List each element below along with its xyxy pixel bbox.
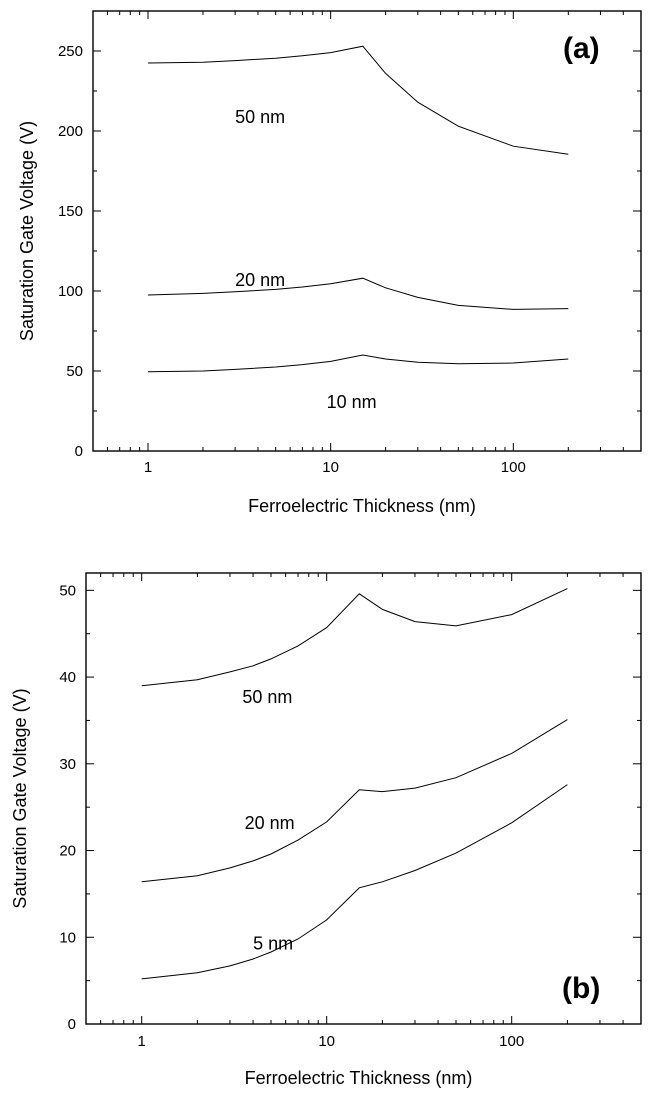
y-tick-label: 150 bbox=[58, 203, 83, 220]
y-tick-label: 10 bbox=[59, 929, 76, 946]
chart-panel-b: 1 10 100 0 10 20 30 40 50 Ferroelectric Thickness… bbox=[10, 572, 642, 1088]
y-axis-title: Saturation Gate Voltage (V) bbox=[10, 688, 30, 908]
y-tick-label: 20 bbox=[59, 843, 76, 860]
x-tick-label: 100 bbox=[501, 459, 526, 476]
series-line-5-nm bbox=[141, 784, 568, 980]
plot-frame bbox=[92, 10, 642, 452]
x-axis-title: Ferroelectric Thickness (nm) bbox=[248, 496, 476, 516]
series-label: 20 nm bbox=[245, 813, 295, 833]
series-line-20-nm bbox=[141, 719, 568, 883]
y-tick-label: 250 bbox=[58, 43, 83, 60]
y-tick-label: 50 bbox=[59, 582, 76, 599]
x-tick-label: 10 bbox=[318, 1033, 335, 1050]
x-tick-label: 100 bbox=[499, 1033, 524, 1050]
plot-frame bbox=[85, 572, 642, 1025]
y-tick-label: 0 bbox=[75, 443, 83, 460]
x-tick-label: 10 bbox=[322, 459, 339, 476]
series-label: 50 nm bbox=[235, 107, 285, 127]
x-axis-title: Ferroelectric Thickness (nm) bbox=[245, 1068, 473, 1088]
chart-panel-a: 1 10 100 0 50 100 150 200 250 Ferroelectric Thick… bbox=[17, 10, 642, 516]
y-tick-label: 30 bbox=[59, 756, 76, 773]
series-line-10-nm bbox=[147, 354, 569, 373]
x-tick-label: 1 bbox=[144, 459, 152, 476]
series-line-50-nm bbox=[141, 588, 568, 687]
series-label: 20 nm bbox=[235, 270, 285, 290]
y-tick-label: 200 bbox=[58, 123, 83, 140]
y-tick-label: 0 bbox=[68, 1016, 76, 1033]
panel-label: (a) bbox=[563, 32, 600, 65]
series-line-50-nm bbox=[147, 45, 569, 155]
y-tick-label: 50 bbox=[66, 363, 83, 380]
series-label: 50 nm bbox=[242, 687, 292, 707]
y-tick-label: 40 bbox=[59, 669, 76, 686]
series-label: 10 nm bbox=[327, 392, 377, 412]
x-tick-label: 1 bbox=[138, 1033, 146, 1050]
panel-label: (b) bbox=[562, 972, 600, 1005]
series-line-20-nm bbox=[147, 277, 569, 310]
y-tick-label: 100 bbox=[58, 283, 83, 300]
series-label: 5 nm bbox=[253, 933, 293, 953]
y-axis-title: Saturation Gate Voltage (V) bbox=[17, 121, 37, 341]
